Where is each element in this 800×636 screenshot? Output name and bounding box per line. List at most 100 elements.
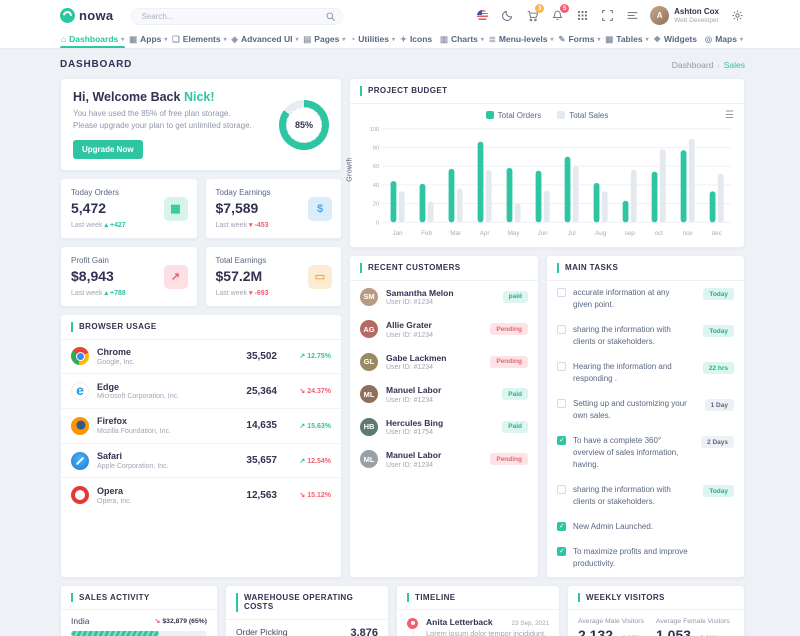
menu-item-icon: ⌂ bbox=[61, 33, 67, 44]
customer-row[interactable]: SM Samantha Melon User ID: #1234 paid bbox=[350, 281, 538, 313]
svg-text:Jan: Jan bbox=[393, 229, 404, 236]
upgrade-now-button[interactable]: Upgrade Now bbox=[73, 140, 143, 159]
sidebar-toggle-icon[interactable] bbox=[625, 8, 639, 22]
status-badge: Pending bbox=[490, 355, 528, 368]
task-checkbox[interactable] bbox=[557, 522, 566, 532]
browser-value: 35,657 bbox=[246, 455, 277, 466]
browser-company: Opera, Inc. bbox=[97, 497, 132, 505]
customer-row[interactable]: HB Hercules Bing User ID: #1754 Paid bbox=[350, 411, 538, 443]
customer-row[interactable]: AG Allie Grater User ID: #1234 Pending bbox=[350, 313, 538, 345]
task-checkbox[interactable] bbox=[557, 399, 566, 409]
search-input[interactable] bbox=[131, 7, 344, 25]
cart-icon[interactable]: 3 bbox=[525, 4, 545, 22]
browser-row-safari: Safari Apple Corporation, Inc. 35,657 ↗ … bbox=[61, 444, 341, 479]
card-title: Weekly Visitors bbox=[578, 592, 665, 603]
project-budget-bar-chart: 0 20 40 60 80 100 Jan Feb Mar Apr May Jun Jul Aug sep o… bbox=[358, 121, 736, 246]
stat-note: Last week ▴ +788 bbox=[71, 290, 126, 297]
stat-label: Profit Gain bbox=[71, 256, 109, 265]
sales-country: India bbox=[71, 616, 90, 627]
apps-grid-icon[interactable] bbox=[575, 8, 589, 22]
svg-text:oct: oct bbox=[654, 229, 663, 236]
customer-avatar: ML bbox=[360, 385, 378, 404]
task-checkbox[interactable] bbox=[557, 547, 566, 557]
chart-menu-icon[interactable]: ☰ bbox=[725, 109, 734, 121]
search-icon[interactable] bbox=[325, 9, 336, 21]
menu-item-charts[interactable]: ▥ Charts ▾ bbox=[439, 30, 485, 48]
chevron-down-icon: ▾ bbox=[480, 36, 484, 43]
user-menu[interactable]: A Ashton Cox Web Developer bbox=[650, 5, 719, 25]
notifications-bell-icon[interactable]: 5 bbox=[550, 4, 570, 22]
dark-mode-moon-icon[interactable] bbox=[500, 8, 514, 22]
logo-icon bbox=[60, 7, 75, 23]
menu-item-menu-levels[interactable]: ≣ Menu-levels ▾ bbox=[488, 30, 555, 48]
sales-progress-track bbox=[71, 631, 207, 636]
browser-name: Opera bbox=[97, 485, 124, 496]
browser-row-chrome: Chrome Google, Inc. 35,502 ↗ 12.75% bbox=[61, 340, 341, 375]
customer-row[interactable]: ML Manuel Labor User ID: #1234 Paid bbox=[350, 378, 538, 410]
task-row: Setting up and customizing your own sale… bbox=[547, 392, 744, 429]
task-text: accurate information at any given point. bbox=[573, 288, 670, 310]
menu-item-icon: ◈ bbox=[231, 33, 238, 44]
menu-item-dashboards[interactable]: ⌂ Dashboards ▾ bbox=[60, 30, 126, 48]
menu-item-apps[interactable]: ▦ Apps ▾ bbox=[128, 30, 168, 48]
sales-progress-fill bbox=[71, 631, 160, 636]
stat-note: Last week ▴ +427 bbox=[71, 222, 126, 229]
topbar: nowa 3 5 A Ashton Cox bbox=[0, 0, 800, 30]
menu-item-label: Dashboards bbox=[69, 34, 119, 44]
settings-gear-icon[interactable] bbox=[730, 8, 744, 22]
task-checkbox[interactable] bbox=[557, 436, 566, 446]
svg-text:sep: sep bbox=[625, 229, 636, 236]
task-row: accurate information at any given point.… bbox=[547, 281, 744, 318]
user-name: Ashton Cox bbox=[674, 6, 719, 16]
app-logo[interactable]: nowa bbox=[60, 7, 113, 23]
task-text: Setting up and customizing your own sale… bbox=[573, 399, 687, 421]
chevron-down-icon: ▾ bbox=[223, 36, 227, 43]
menu-item-icon: ≣ bbox=[488, 33, 496, 44]
trend-arrow-icon: ↘ bbox=[299, 492, 306, 500]
task-checkbox[interactable] bbox=[557, 362, 566, 372]
menu-item-advanced-ui[interactable]: ◈ Advanced UI ▾ bbox=[230, 30, 299, 48]
chevron-down-icon: ▾ bbox=[739, 36, 743, 43]
menu-item-forms[interactable]: ✎ Forms ▾ bbox=[557, 30, 601, 48]
menu-item-icon: ▥ bbox=[439, 33, 448, 44]
menu-item-widgets[interactable]: ❖ Widgets bbox=[652, 30, 701, 48]
svg-text:60: 60 bbox=[373, 164, 379, 170]
customer-row[interactable]: ML Manuel Labor User ID: #1234 Pending bbox=[350, 443, 538, 475]
warehouse-value: 3,876 bbox=[350, 626, 378, 636]
task-checkbox[interactable] bbox=[557, 288, 566, 298]
customer-row[interactable]: GL Gabe Lackmen User ID: #1234 Pending bbox=[350, 346, 538, 378]
stat-delta: ▴ +788 bbox=[104, 290, 126, 297]
menu-item-maps[interactable]: ◎ Maps ▾ bbox=[704, 30, 744, 48]
menu-item-utilities[interactable]: ◔ Utilities ▾ bbox=[349, 30, 396, 48]
visitor-stat: Average Female Visitors 1,053 ▾ 0.11% bbox=[656, 618, 734, 636]
status-badge: Pending bbox=[490, 323, 528, 336]
browser-change: ↘ 24.37% bbox=[299, 388, 331, 396]
stat-card-today-earnings: Today Earnings $7,589 Last week ▾ -453 $ bbox=[204, 178, 342, 239]
menu-item-tables[interactable]: ▦ Tables ▾ bbox=[604, 30, 649, 48]
task-checkbox[interactable] bbox=[557, 325, 566, 335]
timeline-date: 23 Sep, 2021 bbox=[511, 619, 549, 627]
legend-item: Total Sales bbox=[557, 111, 608, 120]
task-checkbox[interactable] bbox=[557, 485, 566, 495]
stat-label: Total Earnings bbox=[215, 256, 267, 265]
customer-name: Manuel Labor bbox=[386, 450, 442, 461]
menu-item-icon: ✦ bbox=[399, 33, 407, 44]
card-title: Recent Customers bbox=[360, 263, 460, 273]
menu-item-elements[interactable]: ❏ Elements ▾ bbox=[171, 30, 227, 48]
svg-text:nov: nov bbox=[683, 229, 694, 236]
breadcrumb-current: Sales bbox=[723, 59, 745, 70]
timeline-dot-icon bbox=[407, 617, 418, 629]
chevron-down-icon: ▾ bbox=[550, 36, 554, 43]
menu-item-icons[interactable]: ✦ Icons bbox=[399, 30, 436, 48]
warehouse-name: Order Picking bbox=[236, 626, 288, 636]
stat-label: Today Earnings bbox=[215, 188, 271, 197]
fullscreen-icon[interactable] bbox=[600, 8, 614, 22]
language-flag-icon[interactable] bbox=[475, 8, 489, 22]
card-title: Browser Usage bbox=[71, 322, 157, 332]
stat-card-today-orders: Today Orders 5,472 Last week ▴ +427 ▦ bbox=[60, 178, 198, 239]
breadcrumb-parent[interactable]: Dashboard bbox=[671, 59, 714, 70]
task-text: Hearing the information and responding . bbox=[573, 362, 672, 384]
customer-name: Allie Grater bbox=[386, 320, 432, 331]
browser-change: ↗ 12.75% bbox=[299, 353, 331, 361]
menu-item-pages[interactable]: ▤ Pages ▾ bbox=[302, 30, 346, 48]
